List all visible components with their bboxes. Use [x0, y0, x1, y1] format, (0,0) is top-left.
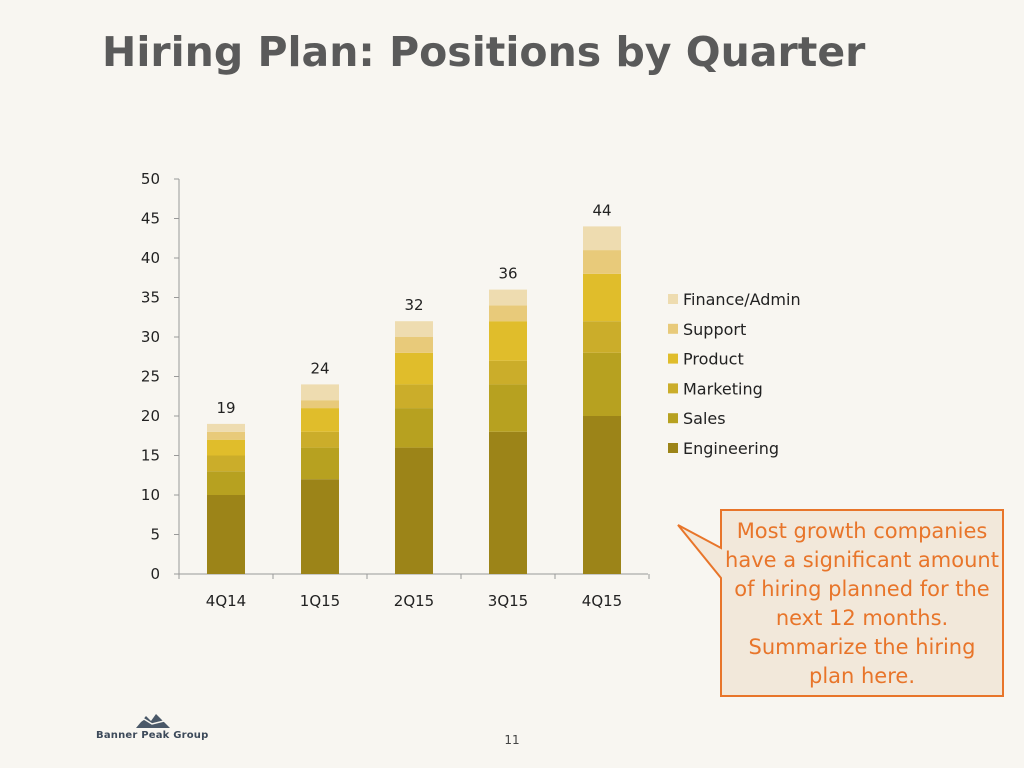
legend-swatch — [668, 413, 678, 424]
legend-swatch — [668, 294, 678, 304]
bar-segment-engineering — [301, 479, 339, 574]
bar-total-label: 32 — [404, 296, 423, 314]
bar-segment-product — [489, 321, 527, 361]
bar-segment-support — [301, 400, 339, 409]
bar-total-label: 24 — [310, 359, 329, 377]
y-tick-label: 20 — [141, 407, 160, 425]
callout-box — [677, 509, 1004, 697]
bar-segment-support — [489, 305, 527, 322]
bar-segment-finance-admin — [395, 321, 433, 337]
legend-swatch — [668, 323, 678, 334]
bar-segment-sales — [583, 352, 621, 416]
x-tick-label: 4Q14 — [206, 592, 246, 610]
bar-segment-support — [395, 337, 433, 353]
bar-segment-product — [301, 408, 339, 432]
bar-totals: 19 24 32 36 44 — [216, 201, 611, 417]
x-tick-label: 4Q15 — [582, 592, 622, 610]
bar-total-label: 44 — [592, 201, 611, 219]
y-tick-label: 25 — [141, 368, 160, 386]
bar-segment-engineering — [207, 495, 245, 574]
bar-segment-finance-admin — [301, 384, 339, 401]
bar-segment-finance-admin — [583, 226, 621, 251]
x-tick-label: 1Q15 — [300, 592, 340, 610]
y-tick-label: 10 — [141, 486, 160, 504]
bar-segment-sales — [489, 384, 527, 432]
legend-label: Engineering — [683, 439, 779, 458]
bars — [207, 226, 621, 574]
y-tick-label: 0 — [150, 565, 160, 583]
x-tick-label: 2Q15 — [394, 592, 434, 610]
bar-segment-product — [583, 273, 621, 322]
bar-segment-product — [207, 439, 245, 456]
bar-segment-marketing — [489, 360, 527, 385]
bar-segment-marketing — [583, 321, 621, 353]
x-tick-label: 3Q15 — [488, 592, 528, 610]
logo-text: Banner Peak Group — [96, 730, 209, 741]
bar-segment-support — [207, 431, 245, 440]
legend-label: Finance/Admin — [683, 290, 801, 309]
x-axis: 4Q14 1Q15 2Q15 3Q15 4Q15 — [178, 573, 650, 610]
legend-label: Marketing — [683, 379, 763, 398]
callout-shape — [677, 509, 1004, 697]
legend-swatch — [668, 443, 678, 453]
bar-segment-support — [583, 250, 621, 274]
legend-label: Support — [683, 320, 746, 339]
bar-segment-sales — [395, 408, 433, 448]
legend-swatch — [668, 353, 678, 364]
bar-segment-finance-admin — [207, 423, 245, 432]
slide-title: Hiring Plan: Positions by Quarter — [102, 28, 866, 76]
y-tick-label: 40 — [141, 249, 160, 267]
bar-segment-engineering — [489, 431, 527, 574]
bar-segment-marketing — [207, 455, 245, 472]
bar-segment-sales — [207, 471, 245, 495]
y-tick-label: 50 — [141, 170, 160, 188]
callout-text: Most growth companies have a significant… — [725, 519, 999, 688]
legend-label: Sales — [683, 409, 726, 428]
page-number: 11 — [504, 733, 520, 747]
bar-segment-marketing — [395, 384, 433, 409]
bar-segment-finance-admin — [489, 289, 527, 306]
mountain-icon — [131, 714, 170, 728]
bar-segment-engineering — [583, 416, 621, 574]
bar-segment-engineering — [395, 447, 433, 574]
bar-segment-product — [395, 352, 433, 385]
bar-segment-marketing — [301, 431, 339, 448]
y-tick-label: 5 — [150, 526, 160, 544]
legend: Finance/Admin Support Product Marketing Sale… — [668, 290, 801, 458]
y-tick-label: 30 — [141, 328, 160, 346]
bar-total-label: 19 — [216, 399, 235, 417]
y-tick-label: 15 — [141, 447, 160, 465]
bar-total-label: 36 — [498, 265, 517, 283]
bar-segment-sales — [301, 447, 339, 480]
legend-swatch — [668, 383, 678, 394]
legend-label: Product — [683, 350, 744, 369]
y-axis: 0 5 10 15 20 25 30 35 40 45 50 — [141, 170, 180, 583]
company-logo: Banner Peak Group — [96, 710, 209, 746]
y-tick-label: 45 — [141, 210, 160, 228]
y-tick-label: 35 — [141, 289, 160, 307]
